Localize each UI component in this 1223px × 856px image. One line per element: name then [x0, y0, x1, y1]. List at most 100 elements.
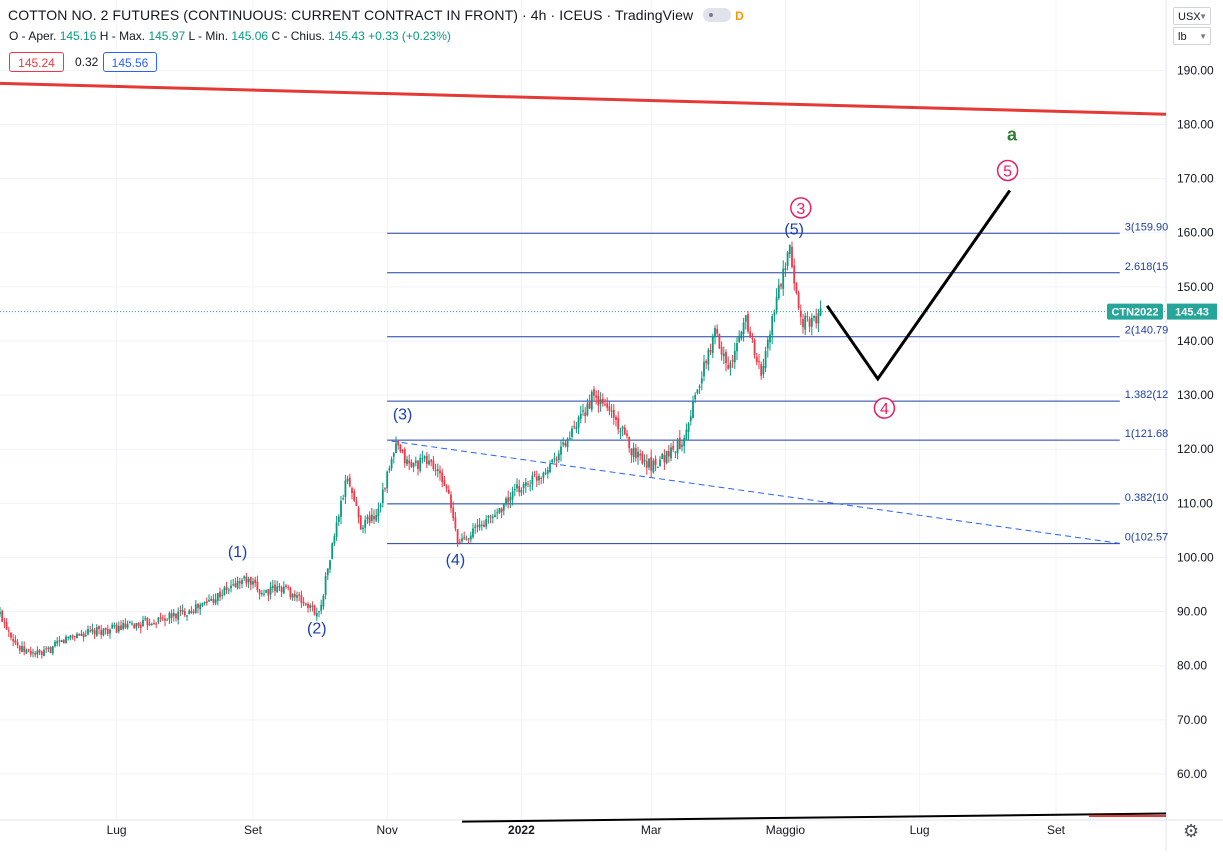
candle-body	[337, 516, 340, 522]
candle-body	[144, 618, 147, 620]
candle-body	[7, 630, 10, 632]
fib-level-label: 3(159.90	[1125, 221, 1168, 233]
candle-body	[511, 491, 514, 499]
buy-price-button[interactable]: 145.56	[103, 52, 157, 72]
candle-body	[388, 468, 391, 471]
candle-body	[564, 442, 567, 446]
candle-body	[599, 399, 602, 404]
candle-body	[430, 459, 433, 462]
wave-label-blue: (2)	[307, 620, 327, 637]
candle-body	[368, 515, 371, 524]
candle-body	[810, 318, 813, 327]
y-tick-label: 160.00	[1177, 226, 1214, 240]
unit-selector[interactable]: lb ▼	[1173, 27, 1211, 45]
candle-body	[309, 605, 312, 608]
gear-icon[interactable]: ⚙	[1183, 821, 1200, 841]
candle-body	[0, 612, 1, 615]
candle-body	[364, 519, 367, 528]
visibility-toggle[interactable]	[703, 8, 732, 22]
candle-body	[733, 350, 736, 363]
candle-body	[302, 601, 305, 604]
candle-body	[610, 410, 613, 412]
y-tick-label: 70.00	[1177, 713, 1207, 727]
candle-body	[711, 336, 714, 353]
candle-body	[230, 585, 232, 589]
candle-body	[683, 438, 686, 446]
candle-body	[122, 623, 125, 629]
candle-body	[736, 343, 738, 352]
sell-price-button[interactable]: 145.24	[9, 52, 64, 72]
candle-body	[639, 453, 642, 456]
candle-body	[183, 611, 186, 616]
high-value: 145.97	[148, 29, 186, 43]
candle-body	[47, 647, 50, 649]
x-tick-label: Lug	[107, 823, 127, 837]
low-label: L - Min.	[188, 29, 229, 43]
candle-body	[278, 586, 281, 588]
candle-body	[540, 477, 543, 479]
candle-body	[524, 482, 527, 486]
candle-body	[480, 524, 483, 526]
candle-body	[181, 610, 184, 612]
candle-body	[296, 595, 298, 598]
fibonacci-retracement: 3(159.90 2.618(15 2(140.79 1.382(12 1(121.68…	[387, 221, 1168, 545]
y-tick-label: 110.00	[1177, 496, 1213, 510]
candle-body	[414, 460, 417, 463]
candle-body	[549, 463, 551, 472]
candle-body	[62, 640, 65, 644]
candle-body	[340, 500, 342, 517]
legend-title: COTTON NO. 2 FUTURES (CONTINUOUS: CURREN…	[8, 7, 744, 23]
fib-level-label: 0(102.57	[1125, 532, 1168, 544]
candle-body	[40, 651, 43, 655]
candle-body	[403, 449, 406, 464]
fib-level-label: 0.382(10	[1125, 492, 1168, 504]
candle-body	[421, 458, 424, 460]
candle-body	[782, 268, 785, 289]
candle-body	[172, 612, 175, 617]
candle-body	[197, 603, 199, 608]
candle-body	[656, 466, 659, 468]
candle-body	[381, 489, 384, 504]
candle-body	[346, 478, 349, 482]
candle-body	[300, 595, 303, 603]
x-tick-label: Maggio	[766, 823, 806, 837]
candle-body	[5, 622, 8, 630]
candle-body	[324, 576, 327, 595]
candle-body	[586, 403, 589, 416]
candle-body	[139, 624, 142, 628]
candle-body	[133, 624, 136, 629]
candle-body	[199, 604, 202, 610]
candle-body	[709, 350, 712, 352]
currency-selector[interactable]: USX ▼	[1173, 7, 1211, 25]
candle-body	[384, 488, 386, 490]
candle-body	[73, 636, 76, 638]
candle-body	[221, 594, 224, 596]
candle-body	[634, 448, 637, 459]
symbol-title: COTTON NO. 2 FUTURES (CONTINUOUS: CURREN…	[8, 7, 694, 23]
candle-body	[298, 594, 301, 596]
candle-body	[725, 351, 727, 364]
candle-body	[423, 456, 426, 459]
candle-body	[461, 538, 463, 542]
candle-body	[696, 389, 699, 393]
candle-body	[362, 527, 364, 530]
candle-body	[650, 456, 653, 471]
candle-body	[791, 246, 793, 268]
candle-body	[707, 349, 710, 365]
candle-body	[203, 601, 206, 604]
close-value: 145.43	[328, 29, 365, 43]
candle-body	[247, 578, 250, 583]
candle-body	[604, 404, 606, 406]
candle-body	[16, 642, 19, 646]
candle-body	[612, 409, 615, 418]
y-tick-label: 170.00	[1177, 172, 1214, 186]
x-tick-label: 2022	[508, 823, 535, 837]
candle-body	[333, 536, 336, 544]
candle-body	[522, 484, 525, 489]
candle-body	[665, 450, 668, 464]
candle-body	[513, 489, 516, 491]
candle-body	[353, 491, 356, 501]
candle-body	[676, 439, 679, 454]
